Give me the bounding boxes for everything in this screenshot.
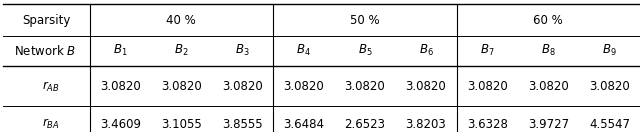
Text: 60 %: 60 % [533, 14, 563, 27]
Text: $B_6$: $B_6$ [419, 43, 433, 58]
Text: 4.5547: 4.5547 [589, 118, 630, 131]
Text: 3.0820: 3.0820 [222, 80, 263, 93]
Text: 2.6523: 2.6523 [344, 118, 385, 131]
Text: 3.0820: 3.0820 [344, 80, 385, 93]
Text: $B_7$: $B_7$ [480, 43, 494, 58]
Text: 3.0820: 3.0820 [467, 80, 508, 93]
Text: 3.4609: 3.4609 [100, 118, 141, 131]
Text: 3.0820: 3.0820 [528, 80, 569, 93]
Text: $r_{BA}$: $r_{BA}$ [42, 117, 60, 131]
Text: 3.0820: 3.0820 [406, 80, 446, 93]
Text: $B_2$: $B_2$ [174, 43, 189, 58]
Text: 3.0820: 3.0820 [589, 80, 630, 93]
Text: Network $\it{B}$: Network $\it{B}$ [13, 44, 76, 58]
Text: $B_5$: $B_5$ [358, 43, 372, 58]
Text: 3.6484: 3.6484 [283, 118, 324, 131]
Text: 3.8203: 3.8203 [406, 118, 446, 131]
Text: $B_9$: $B_9$ [602, 43, 617, 58]
Text: 3.0820: 3.0820 [161, 80, 202, 93]
Text: $B_4$: $B_4$ [296, 43, 311, 58]
Text: 3.9727: 3.9727 [528, 118, 569, 131]
Text: Sparsity: Sparsity [22, 14, 70, 27]
Text: 3.6328: 3.6328 [467, 118, 508, 131]
Text: 3.0820: 3.0820 [100, 80, 141, 93]
Text: 3.0820: 3.0820 [284, 80, 324, 93]
Text: 3.1055: 3.1055 [161, 118, 202, 131]
Text: 50 %: 50 % [350, 14, 380, 27]
Text: 40 %: 40 % [166, 14, 196, 27]
Text: $B_3$: $B_3$ [235, 43, 250, 58]
Text: $r_{AB}$: $r_{AB}$ [42, 79, 60, 93]
Text: $B_1$: $B_1$ [113, 43, 127, 58]
Text: 3.8555: 3.8555 [222, 118, 263, 131]
Text: $B_8$: $B_8$ [541, 43, 556, 58]
